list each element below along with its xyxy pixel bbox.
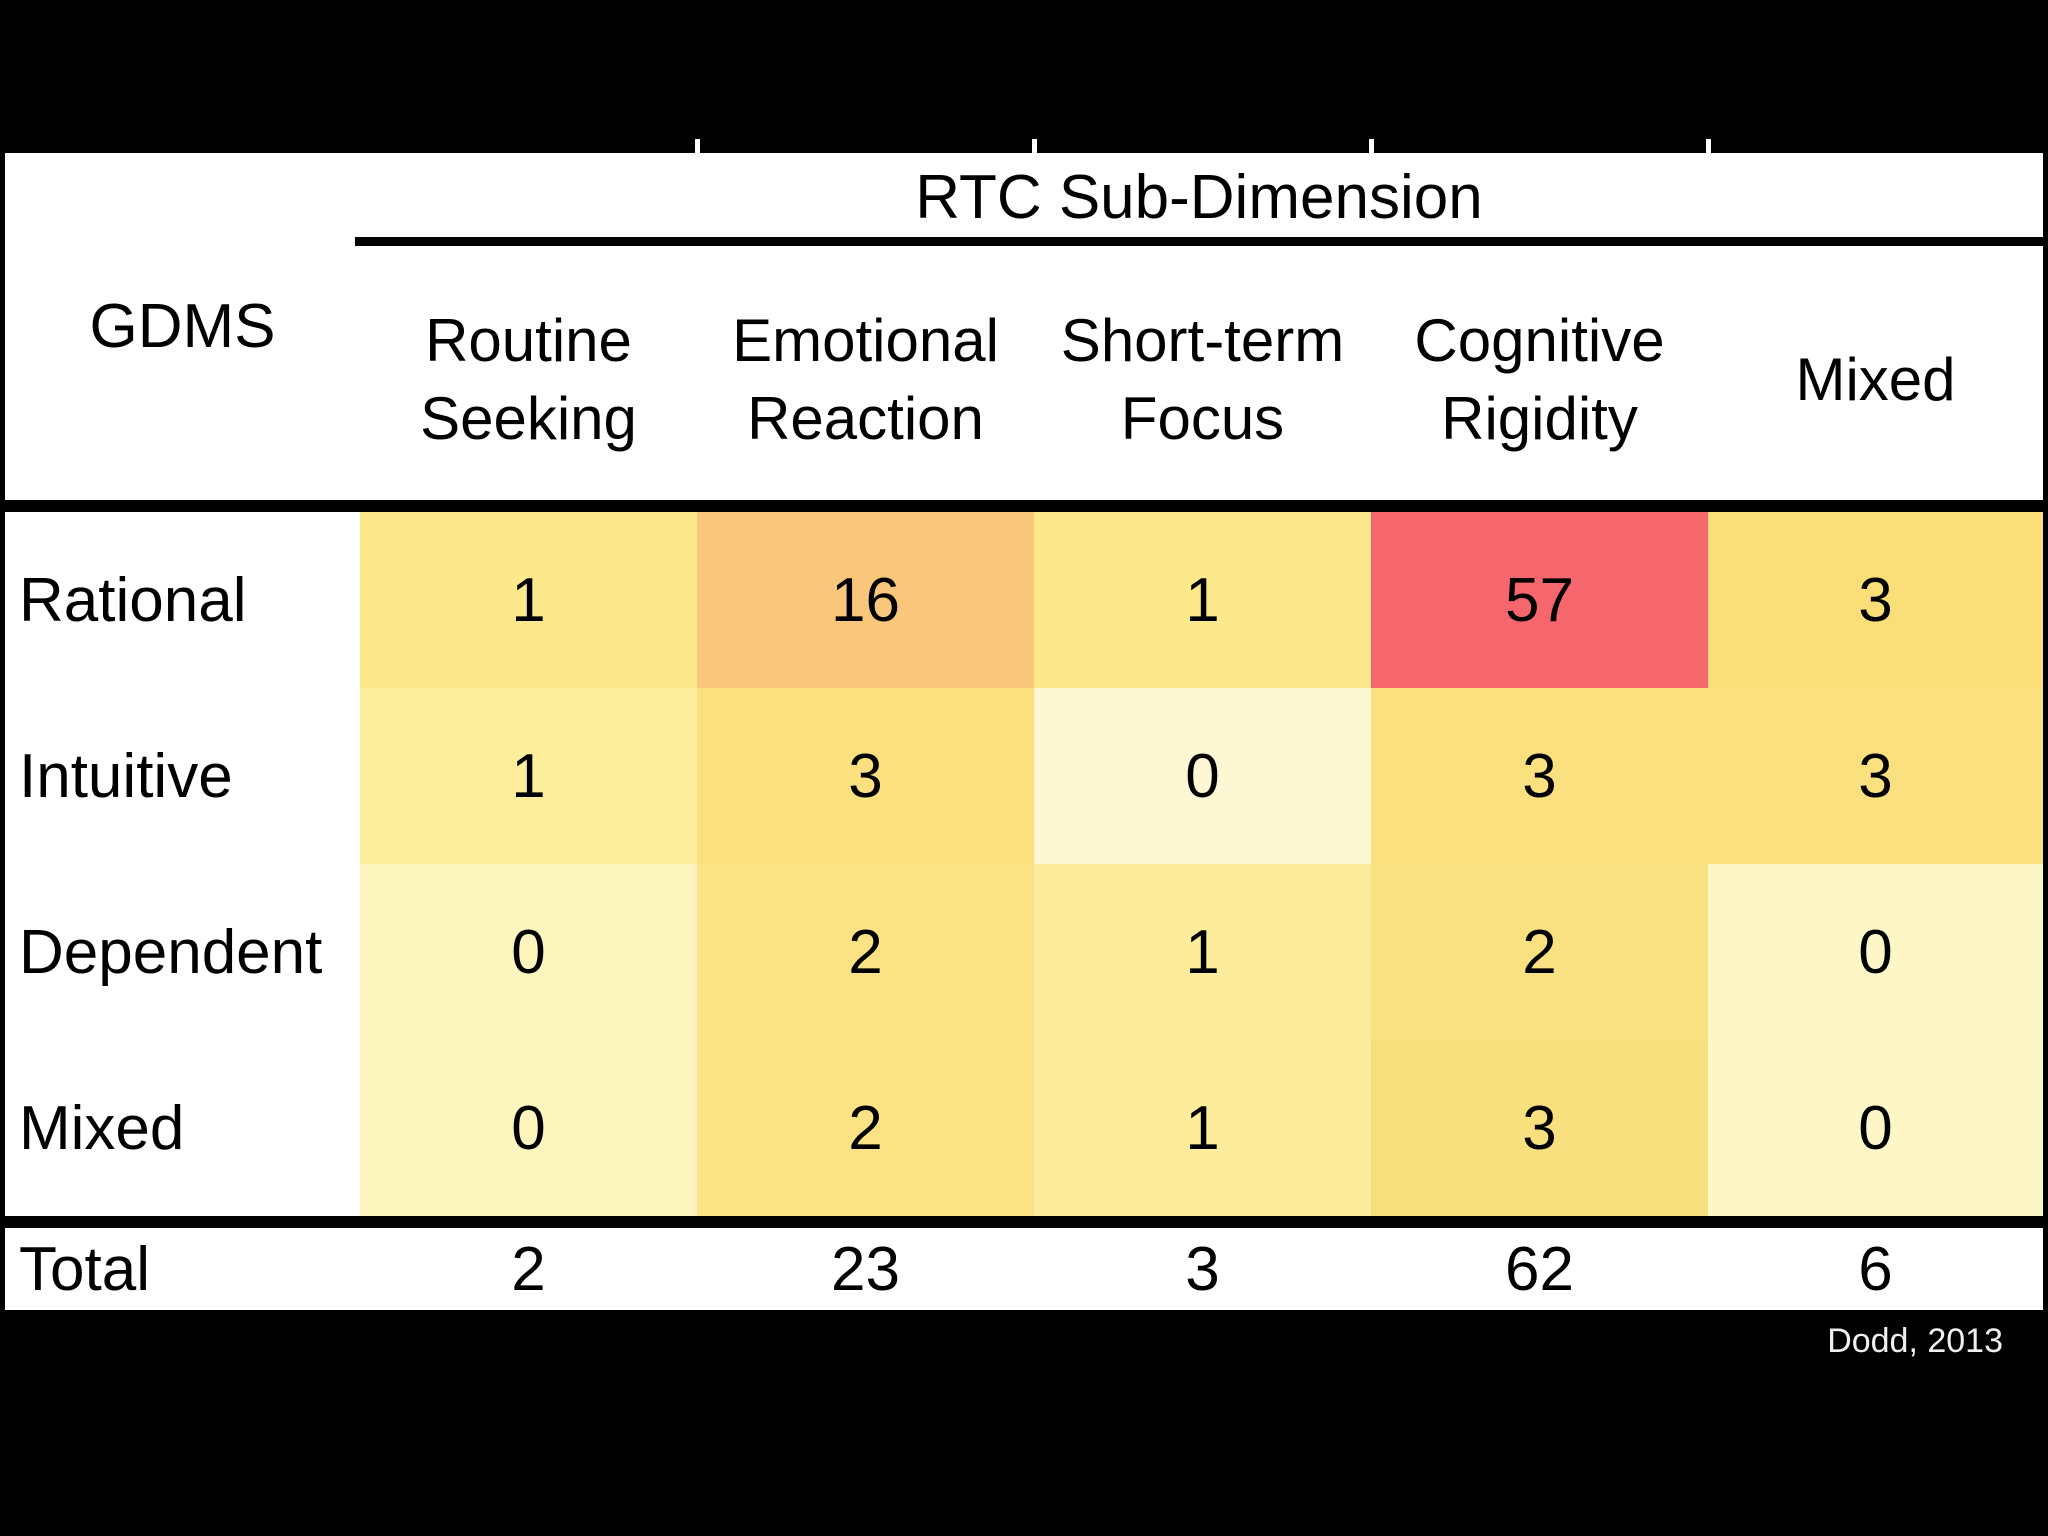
row-label-intuitive: Intuitive xyxy=(5,688,360,864)
column-tick xyxy=(1369,139,1374,154)
cell-intuitive-emotional-reaction: 3 xyxy=(697,688,1034,864)
cell-rational-routine-seeking: 1 xyxy=(360,512,697,688)
total-label: Total xyxy=(5,1228,360,1310)
cell-intuitive-short-term-focus: 0 xyxy=(1034,688,1371,864)
group-header-underline xyxy=(355,237,2043,246)
cell-rational-mixed: 3 xyxy=(1708,512,2043,688)
total-divider-line xyxy=(5,1216,2043,1228)
column-header-row: Routine Seeking Emotional Reaction Short… xyxy=(360,300,2043,460)
col-header-emotional-reaction: Emotional Reaction xyxy=(697,300,1034,460)
table-row-dependent: Dependent 0 2 1 2 0 xyxy=(5,864,2043,1040)
total-value-short-term-focus: 3 xyxy=(1034,1228,1371,1310)
column-tick xyxy=(695,139,700,154)
total-value-emotional-reaction: 23 xyxy=(697,1228,1034,1310)
cell-rational-emotional-reaction: 16 xyxy=(697,512,1034,688)
total-value-cognitive-rigidity: 62 xyxy=(1371,1228,1708,1310)
col-header-line: Cognitive xyxy=(1414,307,1665,374)
cell-mixed-mixed: 0 xyxy=(1708,1040,2043,1216)
row-label-rational: Rational xyxy=(5,512,360,688)
col-header-routine-seeking: Routine Seeking xyxy=(360,300,697,460)
col-header-line: Routine xyxy=(425,307,632,374)
table-row-mixed: Mixed 0 2 1 3 0 xyxy=(5,1040,2043,1216)
col-header-line: Seeking xyxy=(420,385,637,452)
col-header-mixed: Mixed xyxy=(1708,300,2043,460)
group-header-title: RTC Sub-Dimension xyxy=(915,163,1483,232)
col-header-line: Reaction xyxy=(747,385,984,452)
cell-mixed-cognitive-rigidity: 3 xyxy=(1371,1040,1708,1216)
cell-dependent-routine-seeking: 0 xyxy=(360,864,697,1040)
cell-mixed-routine-seeking: 0 xyxy=(360,1040,697,1216)
table-row-rational: Rational 1 16 1 57 3 xyxy=(5,512,2043,688)
header-divider-line xyxy=(5,500,2043,512)
table-row-intuitive: Intuitive 1 3 0 3 3 xyxy=(5,688,2043,864)
col-header-cognitive-rigidity: Cognitive Rigidity xyxy=(1371,300,1708,460)
column-tick xyxy=(1032,139,1037,154)
crosstab-heatmap-table: RTC Sub-Dimension GDMS Routine Seeking E… xyxy=(5,153,2043,1310)
citation: Dodd, 2013 xyxy=(1827,1322,2003,1360)
cell-mixed-short-term-focus: 1 xyxy=(1034,1040,1371,1216)
cell-intuitive-routine-seeking: 1 xyxy=(360,688,697,864)
cell-mixed-emotional-reaction: 2 xyxy=(697,1040,1034,1216)
row-label-dependent: Dependent xyxy=(5,864,360,1040)
cell-rational-short-term-focus: 1 xyxy=(1034,512,1371,688)
cell-intuitive-mixed: 3 xyxy=(1708,688,2043,864)
cell-dependent-emotional-reaction: 2 xyxy=(697,864,1034,1040)
total-value-routine-seeking: 2 xyxy=(360,1228,697,1310)
col-header-line: Mixed xyxy=(1795,346,1956,413)
cell-dependent-cognitive-rigidity: 2 xyxy=(1371,864,1708,1040)
total-value-mixed: 6 xyxy=(1708,1228,2043,1310)
cell-rational-cognitive-rigidity: 57 xyxy=(1371,512,1708,688)
corner-label-gdms: GDMS xyxy=(89,292,276,361)
col-header-line: Rigidity xyxy=(1441,385,1638,452)
col-header-short-term-focus: Short-term Focus xyxy=(1034,300,1371,460)
table-row-total: Total 2 23 3 62 6 xyxy=(5,1228,2043,1310)
cell-intuitive-cognitive-rigidity: 3 xyxy=(1371,688,1708,864)
col-header-line: Focus xyxy=(1120,385,1285,452)
col-header-line: Short-term xyxy=(1060,307,1345,374)
row-label-mixed: Mixed xyxy=(5,1040,360,1216)
cell-dependent-short-term-focus: 1 xyxy=(1034,864,1371,1040)
column-tick xyxy=(1706,139,1711,154)
col-header-line: Emotional xyxy=(732,307,999,374)
cell-dependent-mixed: 0 xyxy=(1708,864,2043,1040)
data-rows: Rational 1 16 1 57 3 Intuitive 1 3 0 3 3… xyxy=(5,512,2043,1216)
